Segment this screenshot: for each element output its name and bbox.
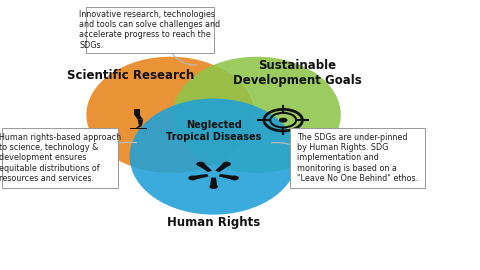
Polygon shape bbox=[192, 174, 209, 180]
Polygon shape bbox=[210, 178, 217, 187]
Ellipse shape bbox=[209, 184, 218, 189]
Polygon shape bbox=[134, 109, 140, 114]
Text: Scientific Research: Scientific Research bbox=[67, 69, 194, 82]
Polygon shape bbox=[134, 114, 143, 120]
Polygon shape bbox=[131, 128, 147, 129]
Ellipse shape bbox=[230, 176, 239, 180]
Ellipse shape bbox=[188, 176, 197, 180]
FancyBboxPatch shape bbox=[2, 128, 118, 188]
Text: Human Rights: Human Rights bbox=[167, 216, 260, 229]
Text: Neglected
Tropical Diseases: Neglected Tropical Diseases bbox=[166, 120, 261, 142]
Text: Human rights-based approach
to science, technology &
development ensures
equitab: Human rights-based approach to science, … bbox=[0, 133, 121, 183]
Text: Innovative research, technologies
and tools can solve challenges and
accelerate : Innovative research, technologies and to… bbox=[79, 10, 220, 50]
Text: Sustainable
Development Goals: Sustainable Development Goals bbox=[233, 59, 362, 87]
Polygon shape bbox=[138, 120, 143, 126]
Polygon shape bbox=[198, 163, 212, 172]
Polygon shape bbox=[218, 174, 236, 180]
Polygon shape bbox=[215, 163, 229, 172]
Ellipse shape bbox=[130, 99, 298, 215]
Text: The SDGs are under-pinned
by Human Rights. SDG
implementation and
monitoring is : The SDGs are under-pinned by Human Right… bbox=[297, 133, 418, 183]
Polygon shape bbox=[136, 126, 142, 128]
Ellipse shape bbox=[222, 162, 231, 166]
Ellipse shape bbox=[86, 57, 254, 173]
FancyBboxPatch shape bbox=[86, 7, 214, 53]
Ellipse shape bbox=[196, 162, 205, 166]
Ellipse shape bbox=[279, 118, 288, 123]
FancyBboxPatch shape bbox=[290, 128, 425, 188]
Ellipse shape bbox=[173, 57, 341, 173]
